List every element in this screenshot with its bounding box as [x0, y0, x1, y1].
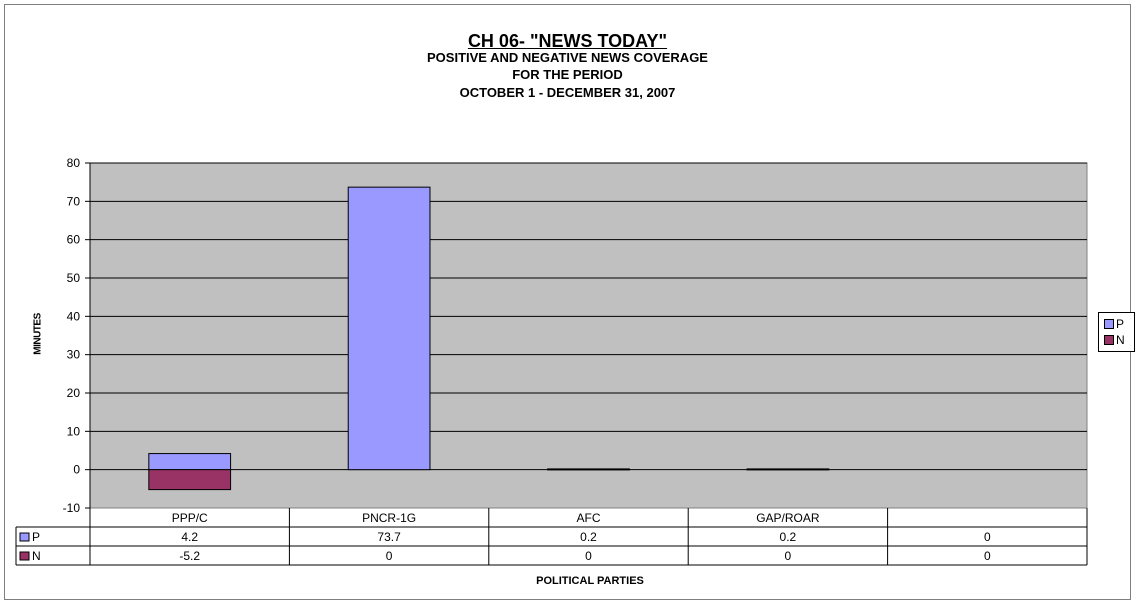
- bar-n-ppp-c: [148, 469, 232, 491]
- table-value-cell: 73.7: [377, 530, 401, 544]
- y-tick-label: 20: [67, 386, 81, 400]
- legend-label-p: P: [1116, 317, 1125, 331]
- legend-swatch-n: [1104, 334, 1114, 345]
- legend-item-n: N: [1104, 333, 1125, 347]
- table-value-cell: 0: [386, 549, 393, 563]
- y-tick-label: 0: [73, 463, 80, 477]
- table-value-cell: 0: [785, 549, 792, 563]
- x-tick-label: AFC: [577, 511, 601, 525]
- table-value-cell: 4.2: [181, 530, 198, 544]
- y-tick-label: 40: [67, 309, 81, 323]
- table-value-cell: 0: [585, 549, 592, 563]
- x-tick-label: PNCR-1G: [362, 511, 416, 525]
- table-value-cell: 0.2: [580, 530, 597, 544]
- bar-p-gap-roar: [746, 468, 830, 471]
- legend-label-n: N: [1116, 333, 1125, 347]
- x-tick-label: PPP/C: [172, 511, 208, 525]
- y-tick-label: 50: [67, 271, 81, 285]
- table-value-cell: 0: [984, 530, 991, 544]
- chart-subtitle-line-1: POSITIVE AND NEGATIVE NEWS COVERAGE: [427, 50, 708, 65]
- table-key-swatch-n: [19, 551, 30, 561]
- legend: P N: [1098, 312, 1135, 352]
- table-value-cell: -5.2: [179, 549, 200, 563]
- x-tick-label: GAP/ROAR: [756, 511, 820, 525]
- legend-swatch-p: [1104, 318, 1114, 329]
- y-tick-label: 60: [67, 233, 81, 247]
- bar-p-pncr-1g: [347, 186, 431, 471]
- plot-area: [89, 162, 1088, 509]
- table-value-cell: 0: [984, 549, 991, 563]
- chart-title: CH 06- "NEWS TODAY": [467, 31, 668, 51]
- chart-subtitle-line-2: FOR THE PERIOD: [512, 67, 623, 82]
- table-key-swatch-p: [19, 532, 30, 542]
- table-key-label-n: N: [32, 549, 41, 563]
- y-tick-label: 10: [67, 424, 81, 438]
- bar-p-afc: [547, 468, 630, 471]
- y-tick-label: -10: [63, 501, 81, 515]
- y-tick-label: 30: [67, 348, 81, 362]
- x-axis-label: POLITICAL PARTIES: [536, 575, 644, 587]
- y-tick-label: 80: [67, 156, 81, 170]
- legend-item-p: P: [1104, 317, 1124, 331]
- y-tick-label: 70: [67, 194, 81, 208]
- table-value-cell: 0.2: [780, 530, 797, 544]
- table-key-label-p: P: [32, 530, 40, 544]
- y-axis-label: MINUTES: [32, 313, 44, 355]
- chart-subtitle-line-3: OCTOBER 1 - DECEMBER 31, 2007: [459, 85, 676, 100]
- bar-p-ppp-c: [148, 453, 232, 471]
